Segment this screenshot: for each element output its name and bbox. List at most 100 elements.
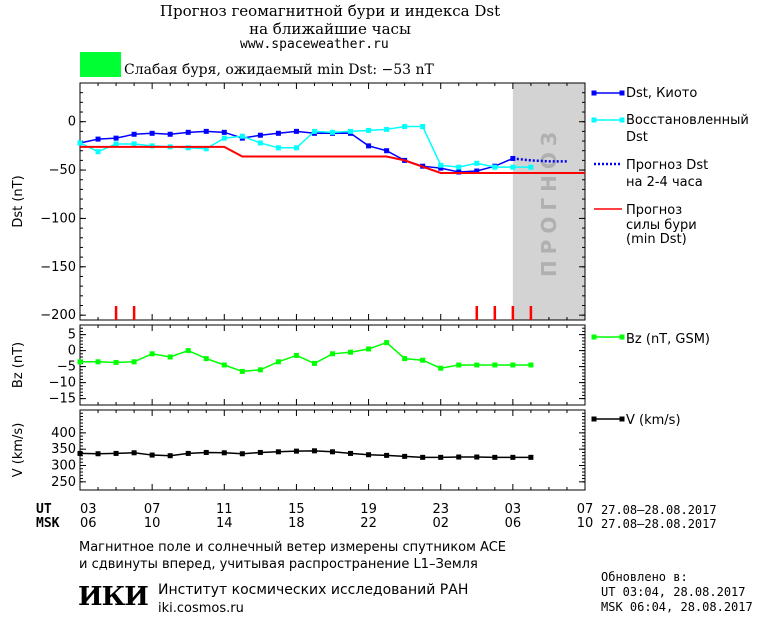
ut-row-label: UT bbox=[36, 502, 52, 517]
msk-tick-label: 18 bbox=[288, 516, 305, 531]
legend-marker bbox=[591, 416, 597, 422]
data-point bbox=[221, 135, 227, 141]
ut-tick-label: 03 bbox=[80, 502, 97, 517]
data-point bbox=[474, 160, 480, 166]
data-point bbox=[203, 128, 209, 134]
data-point bbox=[402, 356, 408, 362]
ut-tick-label: 07 bbox=[144, 502, 161, 517]
data-point bbox=[474, 168, 480, 174]
measurement-note-line1: Магнитное поле и солнечный ветер измерен… bbox=[79, 540, 507, 555]
data-point bbox=[203, 356, 209, 362]
data-point bbox=[257, 449, 263, 455]
y-tick-label: −200 bbox=[40, 308, 76, 323]
data-point bbox=[221, 450, 227, 456]
data-point bbox=[77, 140, 83, 146]
data-point bbox=[257, 140, 263, 146]
data-point bbox=[113, 135, 119, 141]
site-url: www.spaceweather.ru bbox=[240, 37, 389, 52]
data-point bbox=[384, 148, 390, 154]
data-point bbox=[348, 450, 354, 456]
data-point bbox=[275, 145, 281, 151]
legend-storm-line2: силы бури bbox=[626, 218, 697, 233]
data-point bbox=[221, 129, 227, 135]
data-point bbox=[167, 453, 173, 459]
y-tick-label: −10 bbox=[49, 376, 76, 391]
data-point bbox=[239, 133, 245, 139]
msk-date-range: 27.08–28.08.2017 bbox=[601, 517, 717, 531]
y-tick-label: −15 bbox=[49, 392, 76, 407]
legend-marker bbox=[591, 117, 597, 123]
data-point bbox=[438, 365, 444, 371]
institute-site[interactable]: iki.cosmos.ru bbox=[158, 601, 244, 616]
data-point bbox=[438, 162, 444, 168]
y-tick-label: 400 bbox=[51, 426, 76, 441]
msk-tick-label: 10 bbox=[577, 516, 594, 531]
legend-marker bbox=[619, 416, 625, 422]
data-point bbox=[528, 362, 534, 368]
data-point bbox=[185, 129, 191, 135]
data-point bbox=[293, 128, 299, 134]
data-point bbox=[221, 362, 227, 368]
data-point bbox=[510, 164, 516, 170]
data-point bbox=[185, 450, 191, 456]
data-point bbox=[528, 164, 534, 170]
data-point bbox=[131, 359, 137, 365]
y-tick-label: −100 bbox=[40, 211, 76, 226]
updated-msk: MSK 06:04, 28.08.2017 bbox=[601, 600, 753, 614]
legend-storm-line1: Прогноз bbox=[626, 203, 683, 218]
data-point bbox=[510, 362, 516, 368]
iki-logo: ИКИ bbox=[78, 582, 149, 612]
series-line bbox=[80, 341, 531, 373]
ut-tick-label: 23 bbox=[432, 502, 449, 517]
data-point bbox=[149, 130, 155, 136]
y-tick-label: 0 bbox=[68, 344, 76, 359]
data-point bbox=[456, 362, 462, 368]
storm-status-swatch bbox=[80, 52, 121, 77]
series-line bbox=[512, 157, 567, 163]
ut-tick-label: 11 bbox=[216, 502, 233, 517]
ut-tick-label: 03 bbox=[505, 502, 522, 517]
measurement-note-line2: и сдвинуты вперед, учитывая распростране… bbox=[79, 557, 478, 572]
data-point bbox=[348, 349, 354, 355]
data-point bbox=[113, 141, 119, 147]
y-axis-label: Dst (nT) bbox=[11, 175, 26, 227]
data-point bbox=[492, 454, 498, 460]
data-point bbox=[366, 143, 372, 149]
data-point bbox=[149, 351, 155, 357]
data-point bbox=[167, 354, 173, 360]
y-tick-label: −50 bbox=[49, 163, 76, 178]
data-point bbox=[420, 124, 426, 130]
msk-tick-label: 14 bbox=[216, 516, 233, 531]
data-point bbox=[185, 348, 191, 354]
data-point bbox=[95, 149, 101, 155]
data-point bbox=[330, 449, 335, 455]
msk-tick-label: 02 bbox=[432, 516, 449, 531]
legend-marker bbox=[619, 117, 625, 123]
data-point bbox=[203, 146, 209, 152]
data-point bbox=[384, 340, 390, 346]
data-point bbox=[474, 454, 480, 460]
data-point bbox=[311, 448, 317, 454]
data-point bbox=[203, 449, 209, 455]
data-point bbox=[95, 359, 101, 365]
y-tick-label: 5 bbox=[68, 328, 76, 343]
msk-tick-label: 22 bbox=[360, 516, 377, 531]
data-point bbox=[293, 352, 299, 358]
legend-dst-kyoto: Dst, Киото bbox=[626, 86, 698, 101]
y-tick-label: 350 bbox=[51, 442, 76, 457]
data-point bbox=[492, 164, 498, 170]
bz-panel: 50−5−10−15 Bz (nT) bbox=[11, 324, 586, 407]
data-point bbox=[366, 346, 372, 352]
ut-tick-label: 19 bbox=[360, 502, 377, 517]
data-point bbox=[239, 451, 245, 457]
forecast-band bbox=[512, 83, 585, 320]
chart-title-line2: на ближайшие часы bbox=[249, 20, 411, 38]
institute-name: Институт космических исследований РАН bbox=[158, 582, 469, 598]
data-point bbox=[113, 450, 119, 456]
data-point bbox=[131, 141, 137, 147]
data-point bbox=[420, 454, 426, 460]
dst-panel: ПРОГНОЗ 0 −50 −100 −150 −200 Dst (nT) bbox=[11, 82, 586, 323]
legend-bz: Bz (nT, GSM) bbox=[626, 332, 711, 347]
